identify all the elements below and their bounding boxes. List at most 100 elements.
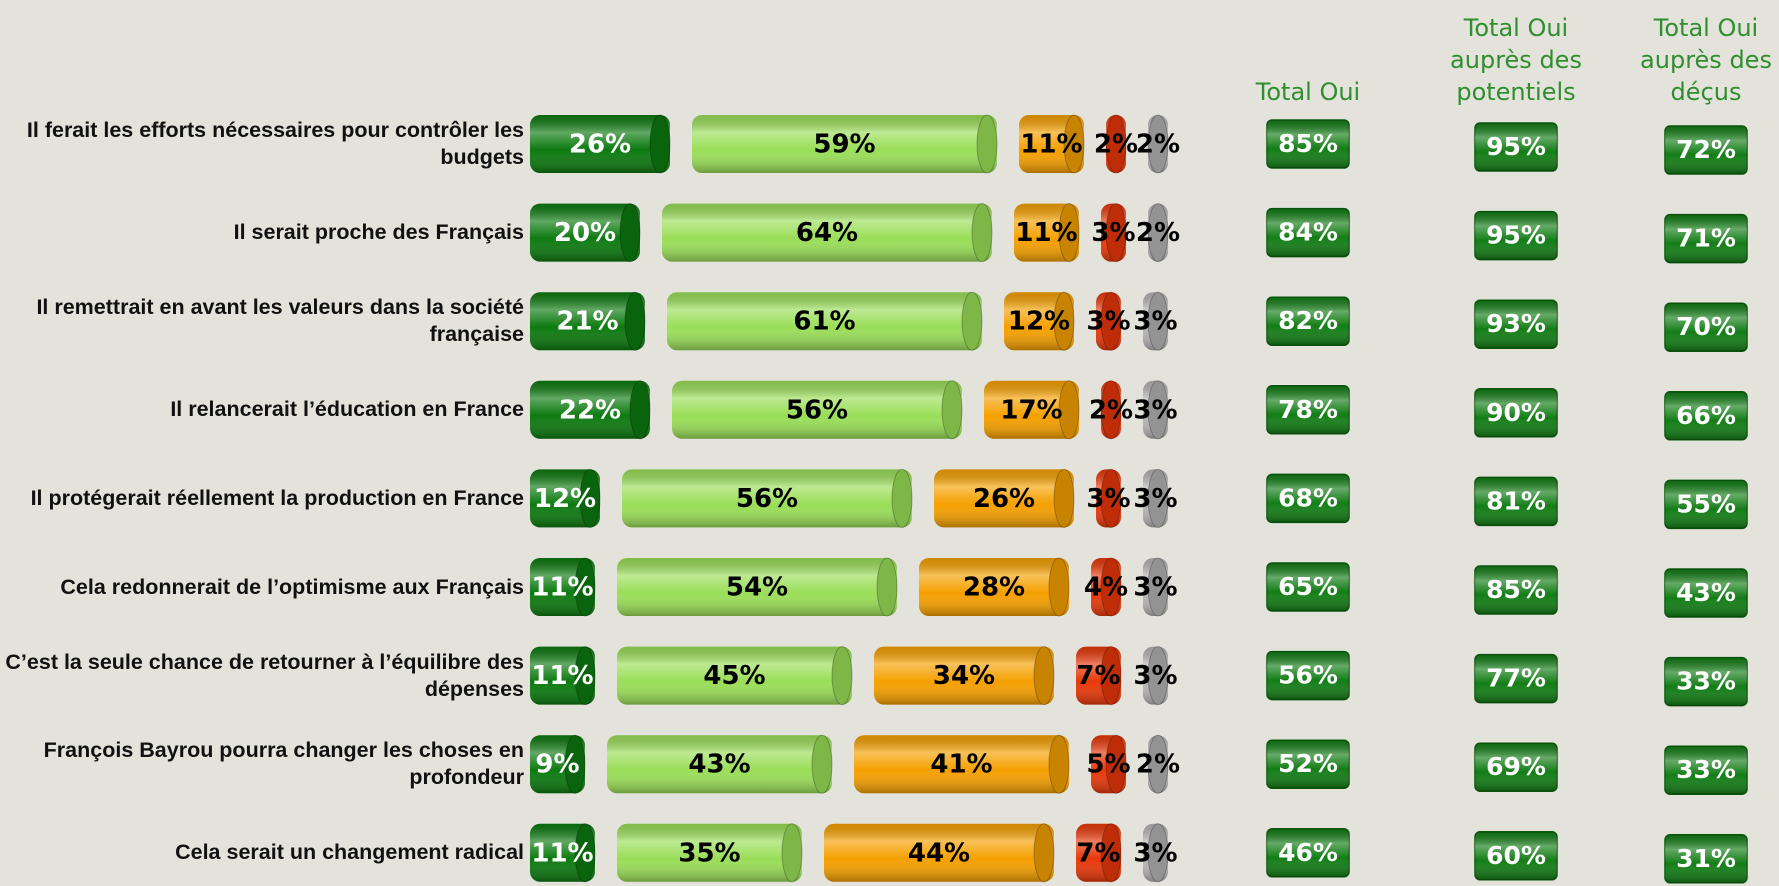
- segment: [1147, 114, 1169, 174]
- bar-end: [624, 291, 646, 351]
- bar-end-shade: [1049, 735, 1069, 794]
- bar-end: [1053, 291, 1075, 351]
- bar-end-shade: [782, 823, 802, 882]
- segment: [622, 468, 913, 528]
- total-shine: [1267, 828, 1349, 877]
- data-label: 7%: [1076, 661, 1120, 691]
- bar-end: [1147, 734, 1169, 794]
- segment: [530, 646, 596, 706]
- shine: [530, 292, 645, 351]
- bar-end: [876, 557, 898, 617]
- bar-end-shade: [650, 115, 670, 173]
- segment: [854, 734, 1070, 794]
- bar-end-shade: [1101, 292, 1121, 351]
- data-label: 44%: [908, 838, 970, 868]
- segment: [667, 291, 983, 351]
- data-label: 54%: [726, 573, 788, 603]
- bar-end: [1105, 203, 1127, 263]
- bar-end-shade: [1148, 558, 1168, 616]
- bar-end: [1105, 734, 1127, 794]
- bar-end: [1048, 734, 1070, 794]
- bar-end-shade: [1148, 380, 1168, 439]
- segment: [617, 823, 803, 883]
- shine: [874, 646, 1054, 705]
- bar-end-shade: [1101, 469, 1121, 528]
- shine: [984, 380, 1079, 439]
- category-label: Cela redonnerait de l’optimisme aux Fran…: [60, 574, 524, 599]
- segment: [530, 734, 586, 794]
- bar-end: [1100, 468, 1122, 528]
- shine: [934, 469, 1074, 528]
- segment: [617, 646, 853, 706]
- segment: [1076, 646, 1122, 706]
- bar-end: [1100, 557, 1122, 617]
- bar-end: [619, 203, 641, 263]
- total-label: 60%: [1486, 841, 1546, 870]
- total-shine: [1665, 834, 1747, 883]
- data-label: 3%: [1133, 395, 1177, 425]
- segment: [530, 468, 601, 528]
- data-label: 2%: [1089, 395, 1133, 425]
- data-label: 3%: [1133, 307, 1177, 337]
- total-shine: [1267, 385, 1349, 434]
- bar-end: [961, 291, 983, 351]
- total-label: 90%: [1486, 398, 1546, 427]
- segment: [662, 203, 993, 263]
- segment: [1096, 291, 1122, 351]
- bar-end: [564, 734, 586, 794]
- bar-end: [811, 734, 833, 794]
- bar-end-shade: [977, 115, 997, 173]
- total-shine: [1475, 743, 1557, 792]
- shine: [919, 558, 1069, 616]
- total-shine: [1665, 480, 1747, 529]
- bar-end-shade: [1106, 735, 1126, 794]
- bar-end-shade: [1034, 646, 1054, 705]
- segment: [530, 557, 596, 617]
- segment: [919, 557, 1070, 617]
- total-label: 95%: [1486, 132, 1546, 161]
- segment: [607, 734, 833, 794]
- segment: [1105, 114, 1127, 174]
- total-shine: [1267, 740, 1349, 789]
- data-label: 26%: [569, 130, 631, 160]
- bar-end: [1100, 823, 1122, 883]
- shine: [617, 823, 802, 882]
- data-label: 4%: [1084, 573, 1128, 603]
- bar-end-shade: [1106, 203, 1126, 262]
- segment: [1143, 557, 1169, 617]
- segment: [1143, 646, 1169, 706]
- bar-end: [1105, 114, 1127, 174]
- bar-end-shade: [1148, 292, 1168, 351]
- bar-end: [649, 114, 671, 174]
- segment: [1143, 380, 1169, 440]
- data-label: 2%: [1136, 750, 1180, 780]
- data-label: 3%: [1086, 307, 1130, 337]
- total-shine: [1267, 208, 1349, 257]
- segment: [672, 380, 963, 440]
- shine: [617, 646, 852, 705]
- total-label: 52%: [1278, 749, 1338, 778]
- data-label: 11%: [531, 838, 593, 868]
- bar-end-shade: [1101, 380, 1121, 439]
- total-label: 78%: [1278, 395, 1338, 424]
- segment: [984, 380, 1080, 440]
- total-label: 43%: [1676, 578, 1736, 607]
- data-label: 3%: [1133, 838, 1177, 868]
- shine: [692, 115, 997, 173]
- data-label: 3%: [1133, 484, 1177, 514]
- total-shine: [1267, 474, 1349, 523]
- shine: [530, 380, 650, 439]
- segment: [1004, 291, 1075, 351]
- category-label: François Bayrou pourra changer les chose…: [43, 738, 524, 790]
- bar-end-shade: [1054, 292, 1074, 351]
- total-shine: [1665, 569, 1747, 617]
- data-label: 17%: [1000, 395, 1062, 425]
- segment: [1147, 203, 1169, 263]
- bar-end: [574, 823, 596, 883]
- bar-end-shade: [1101, 823, 1121, 882]
- bar-end-shade: [1101, 646, 1121, 705]
- shine: [607, 735, 832, 794]
- shine: [854, 735, 1069, 794]
